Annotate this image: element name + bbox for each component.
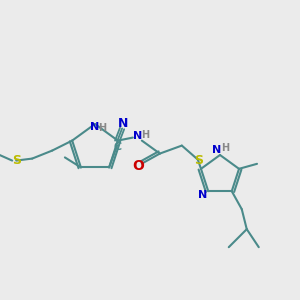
Text: N: N [198, 190, 207, 200]
Text: H: H [98, 123, 106, 133]
Text: H: H [141, 130, 149, 140]
Text: N: N [90, 122, 100, 132]
Text: N: N [118, 117, 128, 130]
Text: S: S [194, 154, 203, 167]
Text: H: H [221, 143, 229, 153]
Text: C: C [113, 142, 121, 152]
Text: O: O [132, 159, 144, 172]
Text: S: S [12, 154, 21, 167]
Text: N: N [133, 130, 142, 141]
Text: N: N [212, 145, 222, 155]
